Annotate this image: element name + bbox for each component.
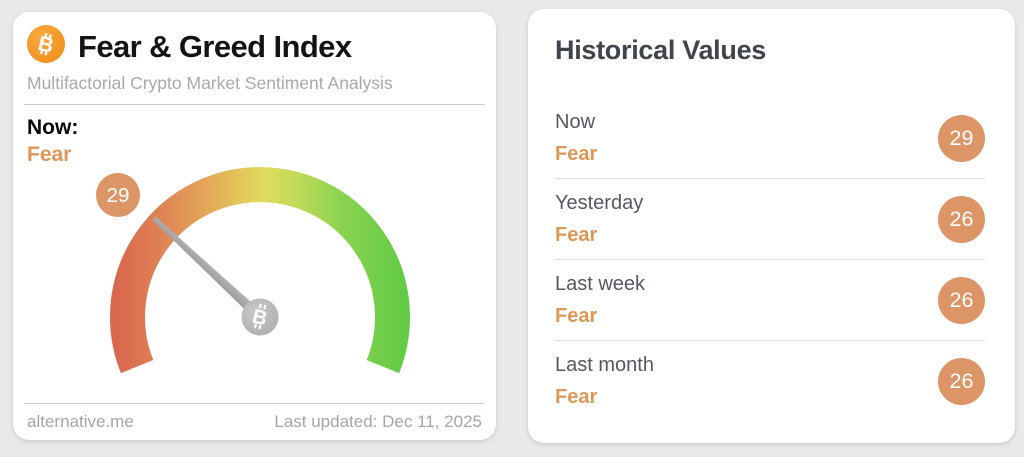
sentiment-label: Fear [555, 304, 598, 327]
bitcoin-icon: B [27, 25, 65, 68]
history-row-last-week: Last week Fear 26 [555, 260, 985, 341]
now-classification: Fear [27, 143, 72, 166]
period-label: Last week [555, 272, 646, 295]
period-label: Last month [555, 353, 654, 376]
card-footer: alternative.me Last updated: Dec 11, 202… [24, 403, 485, 434]
divider [24, 104, 485, 105]
history-row-now: Now Fear 29 [555, 98, 985, 179]
sentiment-label: Fear [555, 142, 598, 165]
value-badge: 26 [938, 357, 985, 405]
fear-greed-index-card: B Fear & Greed Index Multifactorial Cryp… [13, 12, 496, 440]
historical-values-title: Historical Values [555, 35, 767, 65]
gauge-value: 29 [107, 184, 130, 207]
page-title: Fear & Greed Index [78, 28, 352, 64]
now-label: Now: [27, 116, 79, 139]
gauge-needle [152, 216, 266, 323]
gauge-hub-bitcoin-icon: B [241, 298, 279, 336]
value-badge: 29 [938, 114, 985, 162]
gauge-arc [110, 167, 410, 374]
last-updated: Last updated: Dec 11, 2025 [274, 412, 482, 431]
historical-values-card: Historical Values Now Fear 29 Yesterday … [528, 9, 1015, 443]
sentiment-label: Fear [555, 385, 598, 408]
sentiment-gauge: B 29 [13, 160, 496, 405]
history-row-yesterday: Yesterday Fear 26 [555, 179, 985, 260]
gauge-value-badge: 29 [96, 173, 140, 217]
historical-values-list: Now Fear 29 Yesterday Fear 26 Last week … [555, 98, 985, 421]
history-row-last-month: Last month Fear 26 [555, 341, 985, 421]
card-header: B Fear & Greed Index [13, 12, 496, 68]
sentiment-label: Fear [555, 223, 598, 246]
value-badge: 26 [938, 195, 985, 243]
period-label: Now [555, 110, 596, 133]
subtitle: Multifactorial Crypto Market Sentiment A… [27, 73, 393, 93]
value-badge: 26 [938, 276, 985, 324]
source-link[interactable]: alternative.me [27, 412, 134, 431]
period-label: Yesterday [555, 191, 644, 214]
